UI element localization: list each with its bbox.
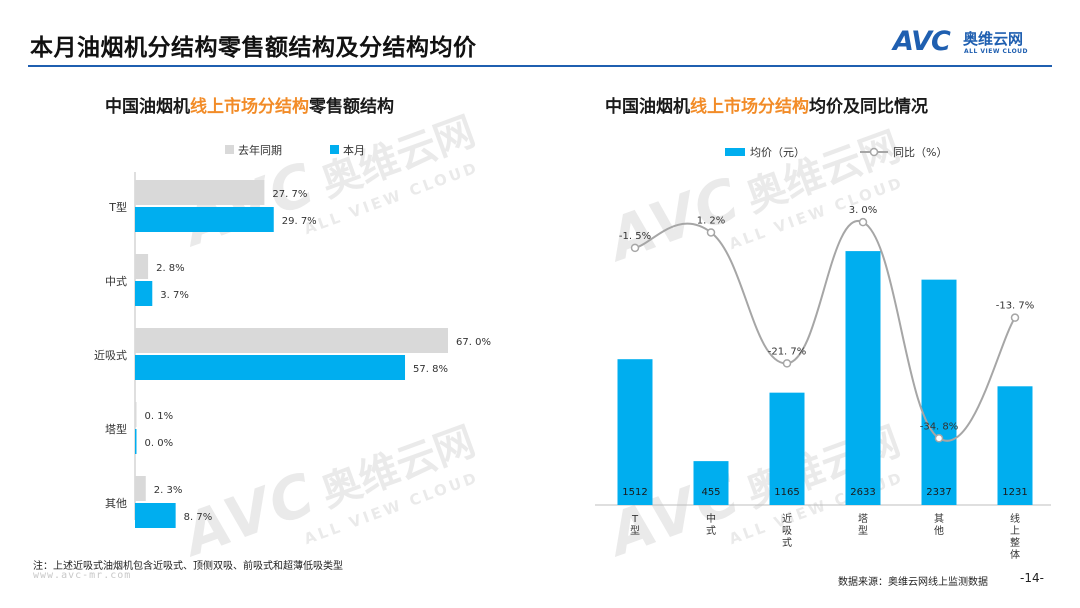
category-label: 式 xyxy=(782,536,792,549)
data-label-last-year: 0. 1% xyxy=(145,411,174,422)
bar-current xyxy=(135,207,274,232)
bar-last-year xyxy=(135,476,146,501)
yoy-point xyxy=(934,434,944,443)
category-label: 型 xyxy=(630,524,640,537)
yoy-point xyxy=(858,217,868,227)
page-number: -14- xyxy=(1020,571,1044,585)
bar-current xyxy=(135,281,153,306)
category-label: 整 xyxy=(1010,536,1020,549)
category-label: 中 xyxy=(706,512,716,525)
legend-label-avg-price: 均价（元） xyxy=(750,146,805,159)
category-label: 中式 xyxy=(105,275,127,288)
category-label: 其 xyxy=(934,513,944,525)
legend-label-yoy: 同比（%） xyxy=(893,146,947,159)
legend-label-last-year: 去年同期 xyxy=(238,143,282,157)
data-source: 数据来源：奥维云网线上监测数据 xyxy=(838,577,988,588)
category-label: 型 xyxy=(858,524,868,537)
bar-value-label: 1512 xyxy=(622,487,647,498)
legend-swatch-current xyxy=(330,145,339,154)
avc-logo: AVC 奥维云网 ALL VIEW CLOUD xyxy=(893,26,1063,60)
category-label: 近吸式 xyxy=(94,349,127,362)
yoy-point xyxy=(1010,313,1020,322)
category-label: 线 xyxy=(1010,512,1020,525)
legend-swatch-avg-price xyxy=(725,148,745,156)
data-label-last-year: 27. 7% xyxy=(272,189,307,200)
avg-price-combo-chart: 均价（元） 同比（%）1512T型455中式1165近吸式2633塔型2337其他… xyxy=(595,146,1051,560)
bar-current xyxy=(135,355,406,380)
bar-avg-price xyxy=(693,461,729,505)
category-label: T型 xyxy=(108,200,127,214)
yoy-point xyxy=(706,228,716,237)
bar-last-year xyxy=(135,254,149,279)
bar-avg-price xyxy=(769,392,805,505)
bar-value-label: 1165 xyxy=(774,487,799,498)
data-label-last-year: 2. 8% xyxy=(156,263,185,274)
left-chart-title: 中国油烟机线上市场分结构零售额结构 xyxy=(105,97,394,117)
data-label-current: 3. 7% xyxy=(160,290,189,301)
bar-value-label: 1231 xyxy=(1002,487,1027,498)
legend-swatch-last-year xyxy=(225,145,234,154)
page-title: 本月油烟机分结构零售额结构及分结构均价 xyxy=(30,35,477,61)
data-label-current: 57. 8% xyxy=(413,364,448,375)
yoy-label: 3. 0% xyxy=(849,205,878,216)
category-label: 塔型 xyxy=(105,422,127,436)
bar-value-label: 2633 xyxy=(850,487,875,498)
yoy-point xyxy=(782,359,792,368)
category-label: 近 xyxy=(782,512,792,525)
yoy-label: -1. 5% xyxy=(619,231,651,242)
site-url: www.avc-mr.com xyxy=(33,570,132,581)
yoy-label: -13. 7% xyxy=(996,301,1035,312)
bar-avg-price xyxy=(921,279,957,505)
legend-label-current: 本月 xyxy=(343,143,365,157)
yoy-line xyxy=(634,220,1016,442)
right-chart-title: 中国油烟机线上市场分结构均价及同比情况 xyxy=(605,97,928,117)
logo-en-text: ALL VIEW CLOUD xyxy=(964,48,1029,55)
data-label-current: 0. 0% xyxy=(145,438,174,449)
yoy-label: -21. 7% xyxy=(768,346,807,357)
yoy-point xyxy=(630,243,640,253)
category-label: 上 xyxy=(1010,525,1020,537)
bar-last-year xyxy=(135,180,265,205)
logo-mark: AVC xyxy=(893,26,951,57)
data-label-last-year: 67. 0% xyxy=(456,337,491,348)
logo-cn-text: 奥维云网 xyxy=(963,30,1024,48)
data-label-last-year: 2. 3% xyxy=(154,485,183,496)
bar-value-label: 455 xyxy=(701,487,720,498)
bar-last-year xyxy=(135,328,448,353)
bar-last-year xyxy=(135,402,137,427)
share-structure-bar-chart: 去年同期 本月 27. 7% 29. 7% T型 2. 8% 3. 7% 中式 67. 0% 57… xyxy=(94,143,491,528)
category-label: 他 xyxy=(934,524,944,537)
bar-avg-price xyxy=(997,386,1033,505)
bar-current xyxy=(135,503,176,528)
data-label-current: 29. 7% xyxy=(282,216,317,227)
title-divider xyxy=(28,65,1052,67)
category-label: 其他 xyxy=(105,497,127,510)
category-label: 塔 xyxy=(858,512,868,525)
bar-value-label: 2337 xyxy=(926,487,951,498)
category-label: 体 xyxy=(1010,549,1020,560)
category-label: 式 xyxy=(706,524,716,537)
bar-avg-price xyxy=(617,359,653,505)
category-label: T xyxy=(631,514,639,525)
yoy-label: -34. 8% xyxy=(920,421,959,432)
footnote: 注：上述近吸式油烟机包含近吸式、顶侧双吸、前吸式和超薄低吸类型 xyxy=(33,561,343,572)
category-label: 吸 xyxy=(782,526,792,537)
bar-avg-price xyxy=(845,251,881,505)
legend-marker-yoy xyxy=(869,147,879,157)
data-label-current: 8. 7% xyxy=(184,512,213,523)
bar-current xyxy=(135,429,137,454)
yoy-label: 1. 2% xyxy=(697,215,726,226)
